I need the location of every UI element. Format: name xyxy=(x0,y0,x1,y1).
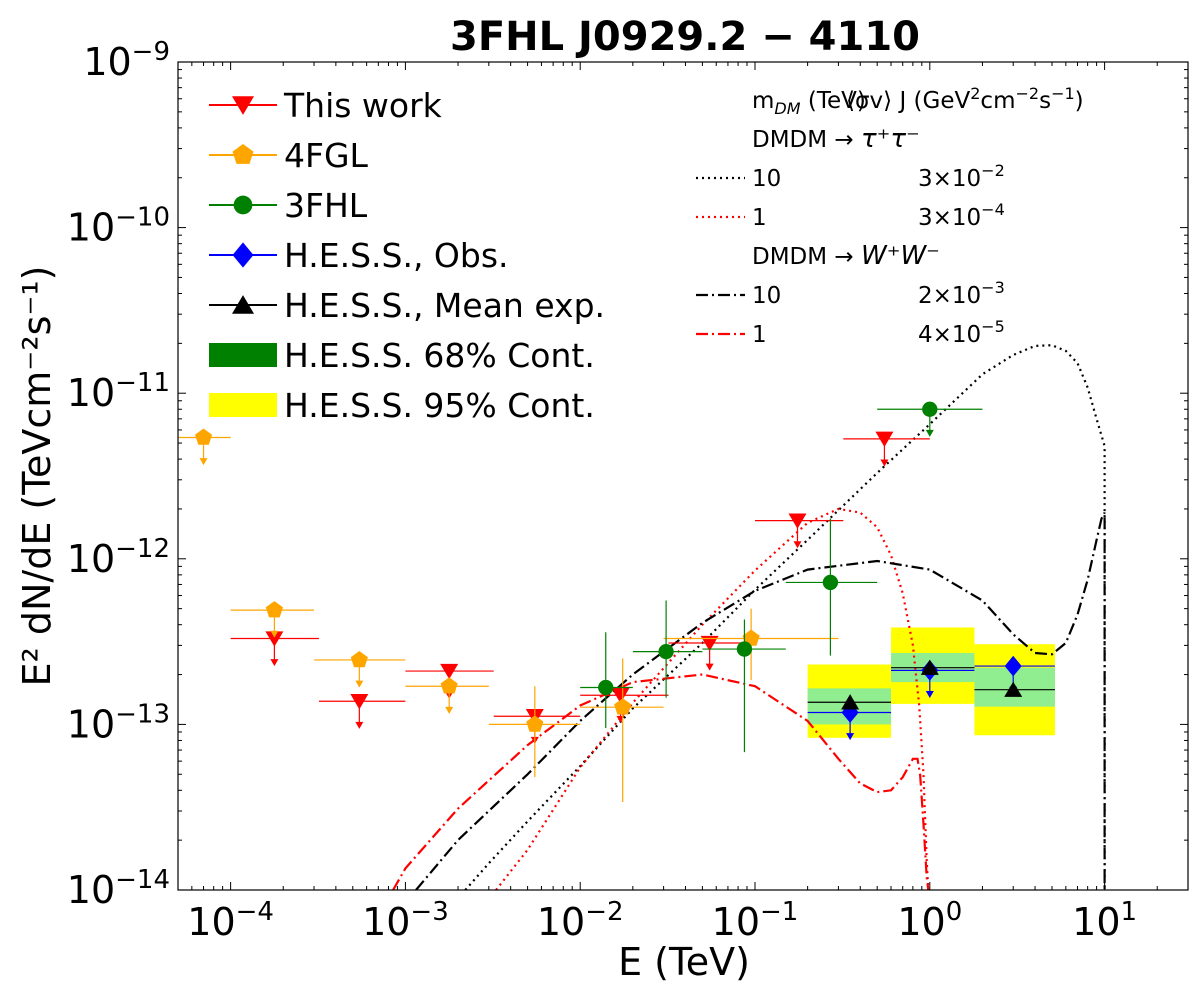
upper-limit-arrow xyxy=(793,541,802,549)
data-point xyxy=(1004,681,1023,697)
legend-label: H.E.S.S. 95% Cont. xyxy=(284,386,595,425)
data-point xyxy=(920,659,939,675)
data-point xyxy=(822,574,839,591)
y-tick-label: 10−14 xyxy=(67,865,170,912)
dm-mass-label: 10 xyxy=(752,166,781,192)
model-curve-1 xyxy=(495,507,930,890)
legend-marker xyxy=(233,195,253,215)
x-tick-label: 10−1 xyxy=(712,897,799,944)
upper-limit-arrow xyxy=(270,659,279,667)
series-2 xyxy=(580,401,983,753)
legend-entry-4: H.E.S.S., Mean exp. xyxy=(209,286,605,325)
upper-limit-arrow xyxy=(925,429,934,437)
upper-limit-arrow xyxy=(355,721,364,729)
data-point xyxy=(350,694,369,710)
dm-sigma-label: 3×10−4 xyxy=(918,200,1005,231)
data-point xyxy=(922,401,938,417)
chart-title: 3FHL J0929.2 − 4110 xyxy=(450,14,920,60)
data-point xyxy=(195,428,213,445)
data-point xyxy=(658,643,674,660)
dm-channel-1: DMDM → W⁺W⁻ xyxy=(752,241,940,271)
data-point xyxy=(736,641,753,657)
dm-legend: mDM (TeV)⟨σv⟩ J (GeV2cm−2s−1) DMDM → τ⁺τ⁻… xyxy=(696,84,1084,348)
data-point xyxy=(440,677,458,694)
axes-frame xyxy=(177,61,1189,891)
data-point xyxy=(700,635,719,652)
legend-label: This work xyxy=(283,86,443,125)
series-0 xyxy=(230,431,930,744)
dm-sigma-label: 3×10−2 xyxy=(918,161,1005,192)
axis-ticks: 10−4 10−3 10−2 10−1 100 10110−1410−1310−1210−… xyxy=(67,37,1189,944)
x-tick-label: 100 xyxy=(897,897,962,944)
x-tick-label: 101 xyxy=(1072,897,1137,944)
dm-header-mass: mDM (TeV) xyxy=(752,88,866,118)
data-point xyxy=(788,513,807,529)
upper-limit-arrow xyxy=(270,630,279,638)
y-tick-label: 10−9 xyxy=(83,37,170,84)
data-point xyxy=(841,694,860,710)
y-tick-label: 10−10 xyxy=(67,203,170,250)
upper-limit-arrow xyxy=(355,680,364,688)
legend-entry-1: 4FGL xyxy=(209,136,369,175)
dm-mass-label: 1 xyxy=(752,322,767,348)
data-point xyxy=(526,715,544,732)
y-tick-label: 10−11 xyxy=(67,368,170,415)
legend-patch xyxy=(209,343,277,367)
plot-area xyxy=(177,61,1189,891)
data-point xyxy=(265,601,283,618)
model-curve-0 xyxy=(464,344,1106,890)
y-tick-label: 10−13 xyxy=(67,699,170,746)
series-1 xyxy=(178,428,839,802)
legend-entry-3: H.E.S.S., Obs. xyxy=(209,236,509,275)
legend-label: H.E.S.S. 68% Cont. xyxy=(284,336,595,375)
x-tick-label: 10−3 xyxy=(362,897,449,944)
dm-header-sigma: ⟨σv⟩ J (GeV2cm−2s−1) xyxy=(846,84,1084,114)
upper-limit-arrow xyxy=(925,691,934,699)
data-point xyxy=(1004,655,1022,677)
y-tick-label: 10−12 xyxy=(67,534,170,581)
data-point xyxy=(598,679,614,696)
data-point xyxy=(611,688,630,704)
dm-sigma-label: 2×10−3 xyxy=(918,278,1005,309)
data-point xyxy=(614,698,632,715)
upper-limit-arrow xyxy=(705,663,714,671)
upper-limit-arrow xyxy=(880,459,889,467)
legend-label: H.E.S.S., Obs. xyxy=(284,236,509,275)
legend-marker xyxy=(232,242,254,268)
legend-marker xyxy=(232,144,254,164)
data-point xyxy=(440,663,459,680)
legend-entry-6: H.E.S.S. 95% Cont. xyxy=(209,386,595,425)
data-point xyxy=(350,651,368,668)
model-curve-2 xyxy=(415,512,1106,890)
legend-marker xyxy=(232,295,254,314)
legend-entry-0: This work xyxy=(209,86,443,125)
legend-marker xyxy=(232,96,254,115)
legend-label: 4FGL xyxy=(284,136,369,175)
x-tick-label: 10−2 xyxy=(537,897,624,944)
data-point xyxy=(841,702,859,723)
dm-channel-0: DMDM → τ⁺τ⁻ xyxy=(752,124,920,154)
dm-mass-label: 10 xyxy=(752,283,781,309)
legend-entry-5: H.E.S.S. 68% Cont. xyxy=(209,336,595,375)
data-point xyxy=(742,629,760,646)
x-tick-label: 10−4 xyxy=(187,897,274,944)
data-point xyxy=(265,631,284,647)
upper-limit-arrow xyxy=(846,733,855,741)
dm-mass-label: 1 xyxy=(752,205,767,231)
x-axis-label: E (TeV) xyxy=(618,940,750,984)
y-axis-label: E² dN/dE (TeVcm⁻²s⁻¹) xyxy=(15,266,59,687)
legend-patch xyxy=(209,393,277,417)
legend-entry-2: 3FHL xyxy=(209,186,368,225)
dm-sigma-label: 4×10−5 xyxy=(918,317,1005,348)
legend-label: 3FHL xyxy=(284,186,368,225)
plot-content xyxy=(178,344,1106,890)
legend-label: H.E.S.S., Mean exp. xyxy=(284,286,605,325)
upper-limit-arrow xyxy=(445,706,454,714)
legend: This work 4FGL 3FHL H.E.S.S., Obs. H.E.S.S.,… xyxy=(209,86,605,425)
data-point xyxy=(875,431,894,447)
series-4 xyxy=(807,659,1055,710)
upper-limit-arrow xyxy=(199,458,208,466)
